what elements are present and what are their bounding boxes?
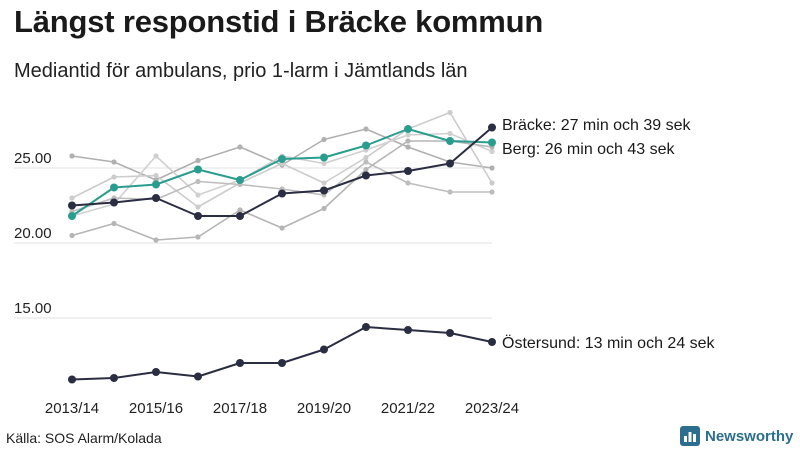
data-point-berg <box>320 153 328 162</box>
data-point-other <box>69 232 75 239</box>
data-point-other <box>321 205 327 212</box>
data-point-br-cke <box>68 201 76 210</box>
data-point-other <box>321 160 327 167</box>
data-point--stersund <box>236 359 244 367</box>
data-point-other <box>363 159 369 165</box>
data-point--stersund <box>488 338 496 346</box>
data-point--stersund <box>110 374 118 382</box>
data-point-br-cke <box>278 189 286 198</box>
data-point-berg <box>404 125 412 133</box>
data-point-other <box>405 138 411 144</box>
data-point-berg <box>488 138 496 147</box>
brand-name: Newsworthy <box>705 427 794 445</box>
data-point-berg <box>446 137 454 145</box>
y-tick-label: 15.00 <box>14 300 52 317</box>
data-point-br-cke <box>446 159 454 168</box>
data-point-other <box>489 180 495 186</box>
data-point-other <box>195 157 201 164</box>
series-line-other <box>71 132 493 217</box>
data-point-berg <box>236 176 244 184</box>
y-tick-label: 25.00 <box>14 150 52 167</box>
data-point-other <box>69 195 75 201</box>
series-end-label-br-cke: Bräcke: 27 min och 39 sek <box>502 117 692 134</box>
data-point--stersund <box>320 345 328 354</box>
data-point-other <box>447 109 453 116</box>
data-point-berg <box>152 180 160 189</box>
data-point-other <box>195 234 201 240</box>
series-line-berg <box>71 128 493 217</box>
data-point-other <box>363 154 369 161</box>
data-point-berg <box>278 155 286 163</box>
data-point-br-cke <box>362 171 370 180</box>
data-point--stersund <box>404 326 412 334</box>
data-point-other <box>111 220 117 227</box>
data-point-br-cke <box>152 194 160 202</box>
data-point-berg <box>110 183 118 192</box>
data-point-other <box>237 207 243 213</box>
data-point-other <box>405 144 411 150</box>
chart-subtitle: Mediantid för ambulans, prio 1-larm i Jä… <box>14 60 468 82</box>
data-point-other <box>111 174 117 180</box>
data-point-other <box>363 166 369 173</box>
data-point-other <box>321 180 327 186</box>
data-point-other <box>405 132 411 138</box>
data-point-br-cke <box>110 198 118 207</box>
x-tick-label: 2015/16 <box>129 400 183 417</box>
data-point-other <box>363 126 369 132</box>
data-point-other <box>237 144 243 150</box>
chart-title: Längst responstid i Bräcke kommun <box>14 4 544 39</box>
x-tick-label: 2019/20 <box>297 400 351 417</box>
data-point-br-cke <box>488 123 496 132</box>
data-point--stersund <box>446 329 454 337</box>
data-point-other <box>489 148 495 155</box>
data-point-other <box>153 237 159 243</box>
series-line--stersund <box>71 326 493 381</box>
series-end-label--stersund: Östersund: 13 min och 24 sek <box>502 334 716 352</box>
data-point-other <box>405 180 411 186</box>
data-point-other <box>447 130 453 137</box>
data-point-br-cke <box>320 186 328 195</box>
data-point-other <box>447 189 453 195</box>
data-point-other <box>153 153 159 159</box>
data-point-other <box>111 159 117 165</box>
data-point-br-cke <box>404 167 412 175</box>
x-tick-label: 2023/24 <box>465 400 519 417</box>
data-point--stersund <box>152 368 160 376</box>
data-point-berg <box>68 212 76 220</box>
data-point-other <box>195 204 201 210</box>
data-point-br-cke <box>236 212 244 220</box>
data-point-berg <box>194 165 202 174</box>
data-point--stersund <box>194 372 202 381</box>
data-point--stersund <box>278 359 286 367</box>
source-note: Källa: SOS Alarm/Kolada <box>6 430 162 446</box>
data-point-other <box>279 225 285 231</box>
data-point-berg <box>362 141 370 150</box>
x-tick-label: 2013/14 <box>45 400 99 417</box>
data-point--stersund <box>68 375 76 384</box>
brand-logo[interactable]: Newsworthy <box>680 426 793 446</box>
data-point-other <box>195 192 201 198</box>
data-point-br-cke <box>194 212 202 220</box>
y-tick-label: 20.00 <box>14 225 52 242</box>
data-point-other <box>195 178 201 185</box>
x-tick-label: 2017/18 <box>213 400 267 417</box>
data-point-other <box>489 189 495 195</box>
bar-chart-logo-icon <box>680 426 700 446</box>
series-end-label-berg: Berg: 26 min och 43 sek <box>502 141 676 158</box>
data-point-other <box>321 136 327 143</box>
data-point-other <box>153 172 159 179</box>
x-tick-label: 2021/22 <box>381 400 435 417</box>
data-point--stersund <box>362 323 370 331</box>
data-point-other <box>69 153 75 159</box>
data-point-other <box>489 165 495 171</box>
